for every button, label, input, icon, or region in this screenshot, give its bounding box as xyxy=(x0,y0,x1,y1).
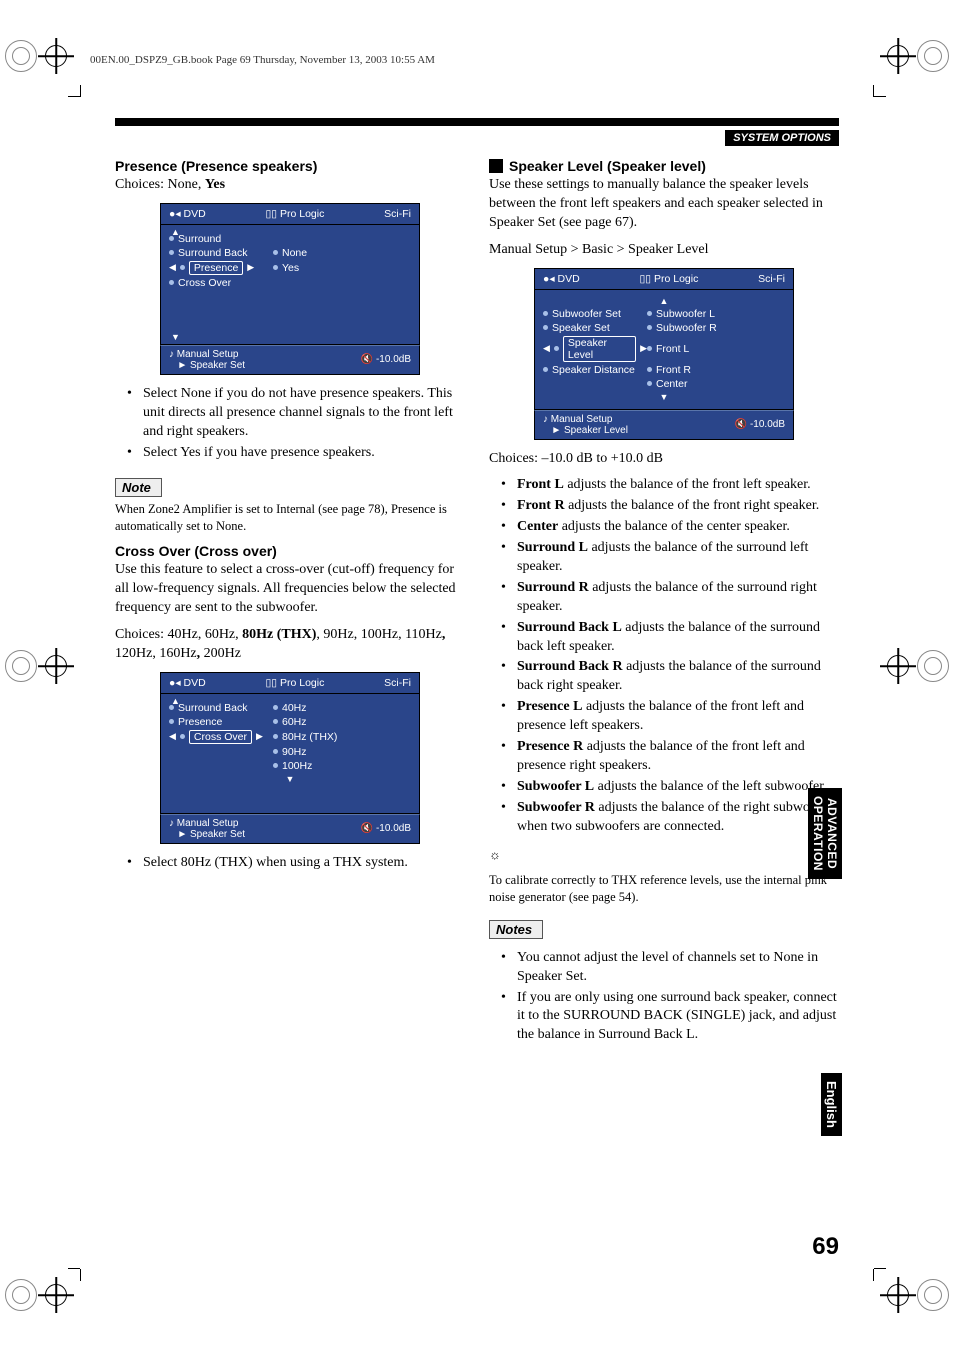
cut-line xyxy=(874,96,886,97)
bullet: Surround Back L adjusts the balance of t… xyxy=(489,619,839,657)
side-tab-english: English xyxy=(821,1073,842,1136)
osd-speaker-level: ●◂ DVD ▯▯ Pro Logic Sci-Fi ▲ Subwoofer S… xyxy=(534,268,794,440)
page-content: SYSTEM OPTIONS Presence (Presence speake… xyxy=(115,118,839,1261)
crop-mark xyxy=(5,40,67,72)
bullet: Center adjusts the balance of the center… xyxy=(489,518,839,537)
bullet: Surround Back R adjusts the balance of t… xyxy=(489,658,839,696)
breadcrumb-path: Manual Setup > Basic > Speaker Level xyxy=(489,241,839,260)
bullet: Subwoofer L adjusts the balance of the l… xyxy=(489,778,839,797)
note-label: Note xyxy=(115,478,162,497)
osd-crossover: ●◂ DVD ▯▯ Pro Logic Sci-Fi ▲ Surround Ba… xyxy=(160,672,420,844)
presence-heading: Presence (Presence speakers) xyxy=(115,158,465,174)
tip-icon: ☼ xyxy=(489,846,839,864)
bullet: Presence R adjusts the balance of the fr… xyxy=(489,738,839,776)
bullet: Surround R adjusts the balance of the su… xyxy=(489,579,839,617)
bullet: Surround L adjusts the balance of the su… xyxy=(489,539,839,577)
left-column: Presence (Presence speakers) Choices: No… xyxy=(115,158,465,1055)
right-column: Speaker Level (Speaker level) Use these … xyxy=(489,158,839,1055)
osd-presence: ●◂ DVD ▯▯ Pro Logic Sci-Fi ▲ Surround Su… xyxy=(160,203,420,375)
bullet: Presence L adjusts the balance of the fr… xyxy=(489,698,839,736)
cut-line xyxy=(873,1269,874,1281)
speaker-level-heading: Speaker Level (Speaker level) xyxy=(489,158,839,174)
cut-line xyxy=(874,1268,886,1269)
crop-mark xyxy=(887,40,949,72)
crop-mark xyxy=(5,1279,67,1311)
header-rule xyxy=(115,118,839,126)
bullet: Select Yes if you have presence speakers… xyxy=(115,444,465,463)
bullet: Subwoofer R adjusts the balance of the r… xyxy=(489,799,839,837)
crop-mark xyxy=(887,650,949,682)
crop-mark xyxy=(5,650,67,682)
crossover-heading: Cross Over (Cross over) xyxy=(115,543,465,559)
crop-mark xyxy=(887,1279,949,1311)
page-number: 69 xyxy=(812,1233,839,1261)
side-tab-advanced: ADVANCEDOPERATION xyxy=(808,788,842,879)
bullet: Select None if you do not have presence … xyxy=(115,385,465,442)
crossover-choices: Choices: 40Hz, 60Hz, 80Hz (THX), 90Hz, 1… xyxy=(115,626,465,664)
intro-text: Use these settings to manually balance t… xyxy=(489,176,839,233)
cut-line xyxy=(68,96,80,97)
tip-text: To calibrate correctly to THX reference … xyxy=(489,872,839,906)
note-item: You cannot adjust the level of channels … xyxy=(489,949,839,987)
choices-range: Choices: –10.0 dB to +10.0 dB xyxy=(489,450,839,469)
bullet: Select 80Hz (THX) when using a THX syste… xyxy=(115,854,465,873)
notes-label: Notes xyxy=(489,920,543,939)
presence-choices: Choices: None, Yes xyxy=(115,176,465,195)
note-text: When Zone2 Amplifier is set to Internal … xyxy=(115,501,465,535)
bullet: Front R adjusts the balance of the front… xyxy=(489,497,839,516)
cut-line xyxy=(80,1269,81,1281)
cut-line xyxy=(80,85,81,97)
note-item: If you are only using one surround back … xyxy=(489,989,839,1046)
doc-meta: 00EN.00_DSPZ9_GB.book Page 69 Thursday, … xyxy=(90,54,435,66)
bullet: Front L adjusts the balance of the front… xyxy=(489,476,839,495)
cut-line xyxy=(68,1268,80,1269)
cut-line xyxy=(873,85,874,97)
crossover-text: Use this feature to select a cross-over … xyxy=(115,561,465,618)
section-header: SYSTEM OPTIONS xyxy=(725,130,839,146)
